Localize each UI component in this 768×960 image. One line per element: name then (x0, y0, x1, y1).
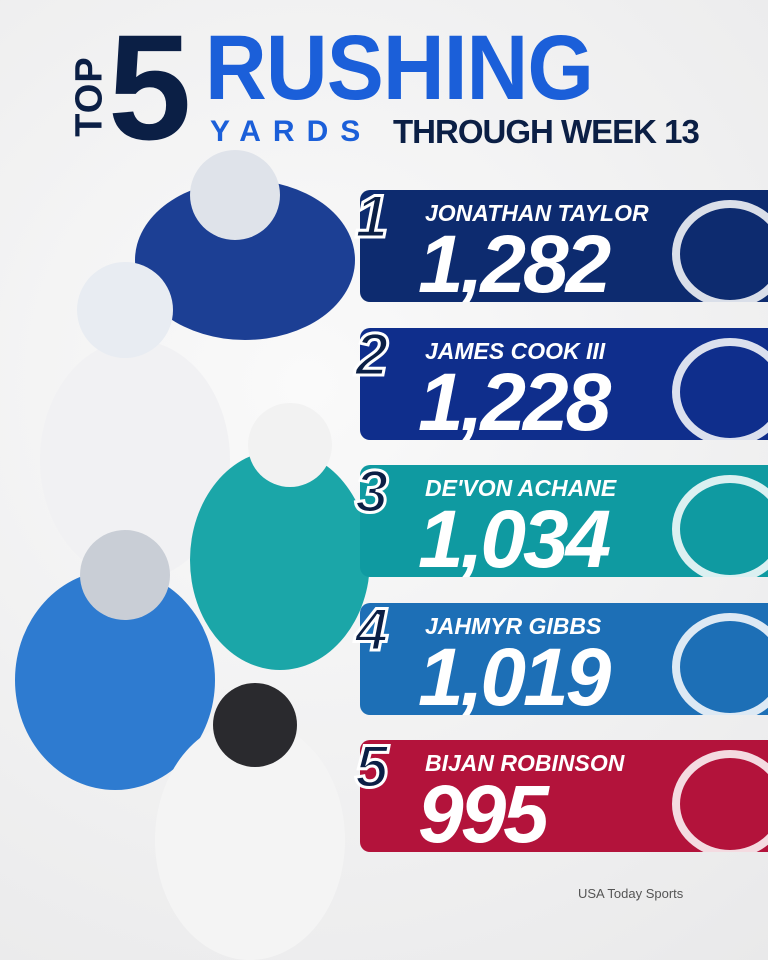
rushing-yards: 1,019 (418, 631, 611, 715)
rank-number: 1 (353, 182, 389, 252)
rank-row: BIJAN ROBINSON 995 (360, 740, 768, 852)
rushing-yards: 995 (418, 769, 549, 852)
header-number: 5 (108, 3, 191, 171)
rank-row: DE'VON ACHANE 1,034 (360, 465, 768, 577)
team-logo (672, 337, 768, 440)
header-subtitle: YARDS (210, 115, 373, 148)
team-logo (672, 475, 768, 577)
player-name: JONATHAN TAYLOR (425, 200, 649, 226)
photo-credit: USA Today Sports (578, 886, 684, 901)
header-subtitle: THROUGH WEEK 13 (393, 113, 700, 150)
player-name: DE'VON ACHANE (425, 475, 617, 501)
rank-number: 4 (353, 594, 389, 664)
player-name: JAMES COOK III (425, 337, 606, 364)
player-photos (15, 150, 370, 960)
team-logo (672, 750, 768, 852)
header-top: TOP (68, 56, 111, 137)
player-name: BIJAN ROBINSON (425, 750, 625, 776)
team-logo (672, 200, 768, 302)
rank-number: 3 (353, 457, 389, 527)
rank-row: JAMES COOK III 1,228 (360, 327, 768, 440)
team-logo (672, 612, 768, 715)
rushing-yards: 1,034 (418, 494, 611, 577)
rushing-yards: 1,228 (418, 356, 611, 440)
rank-number: 2 (353, 319, 389, 389)
rank-number: 5 (353, 732, 389, 802)
rushing-yards: 1,282 (418, 219, 611, 302)
header-title: RUSHING (205, 17, 594, 119)
player-name: JAHMYR GIBBS (425, 612, 602, 639)
rank-row: JONATHAN TAYLOR 1,282 (360, 190, 768, 302)
rank-row: JAHMYR GIBBS 1,019 (360, 602, 768, 715)
